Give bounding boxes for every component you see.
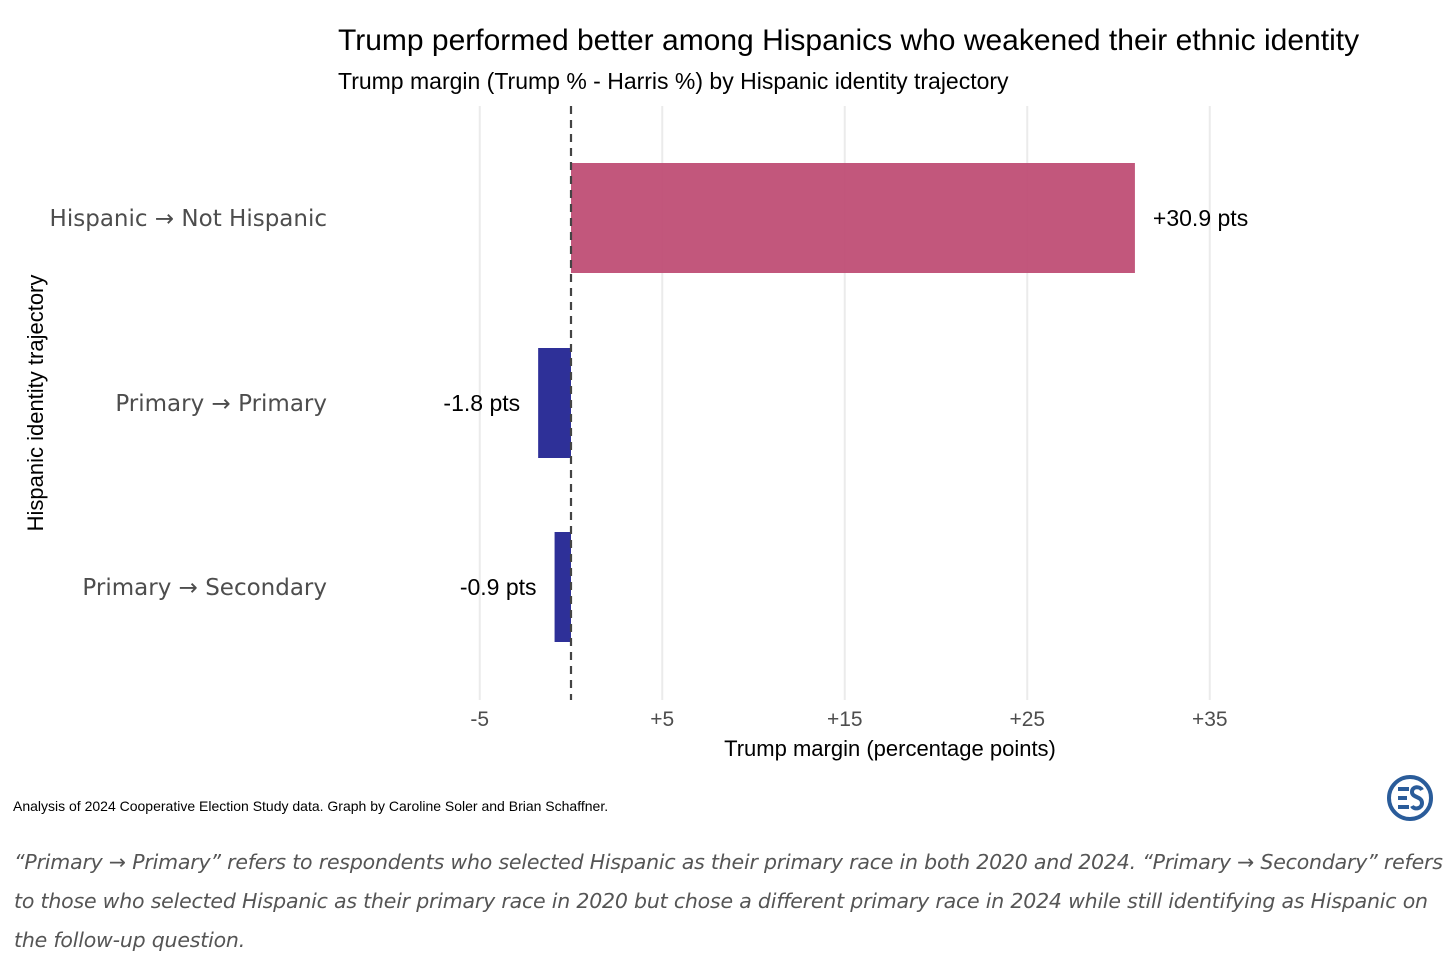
bar	[538, 348, 571, 458]
source-caption: Analysis of 2024 Cooperative Election St…	[13, 798, 609, 814]
bar	[554, 532, 571, 642]
x-tick-label: +25	[1009, 708, 1045, 731]
y-tick-label: Primary → Secondary	[82, 575, 327, 601]
x-tick-label: +15	[827, 708, 863, 731]
bar	[571, 163, 1135, 273]
x-tick-label: +35	[1192, 708, 1228, 731]
data-label: +30.9 pts	[1153, 205, 1248, 231]
footnote: “Primary → Primary” refers to respondent…	[14, 850, 1443, 952]
chart-title: Trump performed better among Hispanics w…	[338, 24, 1360, 57]
x-tick-label: -5	[470, 708, 489, 731]
y-tick-label: Primary → Primary	[115, 391, 327, 417]
data-label: -1.8 pts	[443, 390, 520, 416]
ces-logo-icon	[1387, 775, 1433, 821]
x-tick-label: +5	[650, 708, 674, 731]
x-axis-label: Trump margin (percentage points)	[724, 736, 1056, 761]
bar-chart: -5 +5 +15 +25 +35 +30.9 pts Hispanic → Not His…	[50, 106, 1248, 761]
y-tick-label: Hispanic → Not Hispanic	[50, 206, 327, 232]
data-label: -0.9 pts	[460, 574, 537, 600]
chart-subtitle: Trump margin (Trump % - Harris %) by His…	[338, 68, 1009, 94]
